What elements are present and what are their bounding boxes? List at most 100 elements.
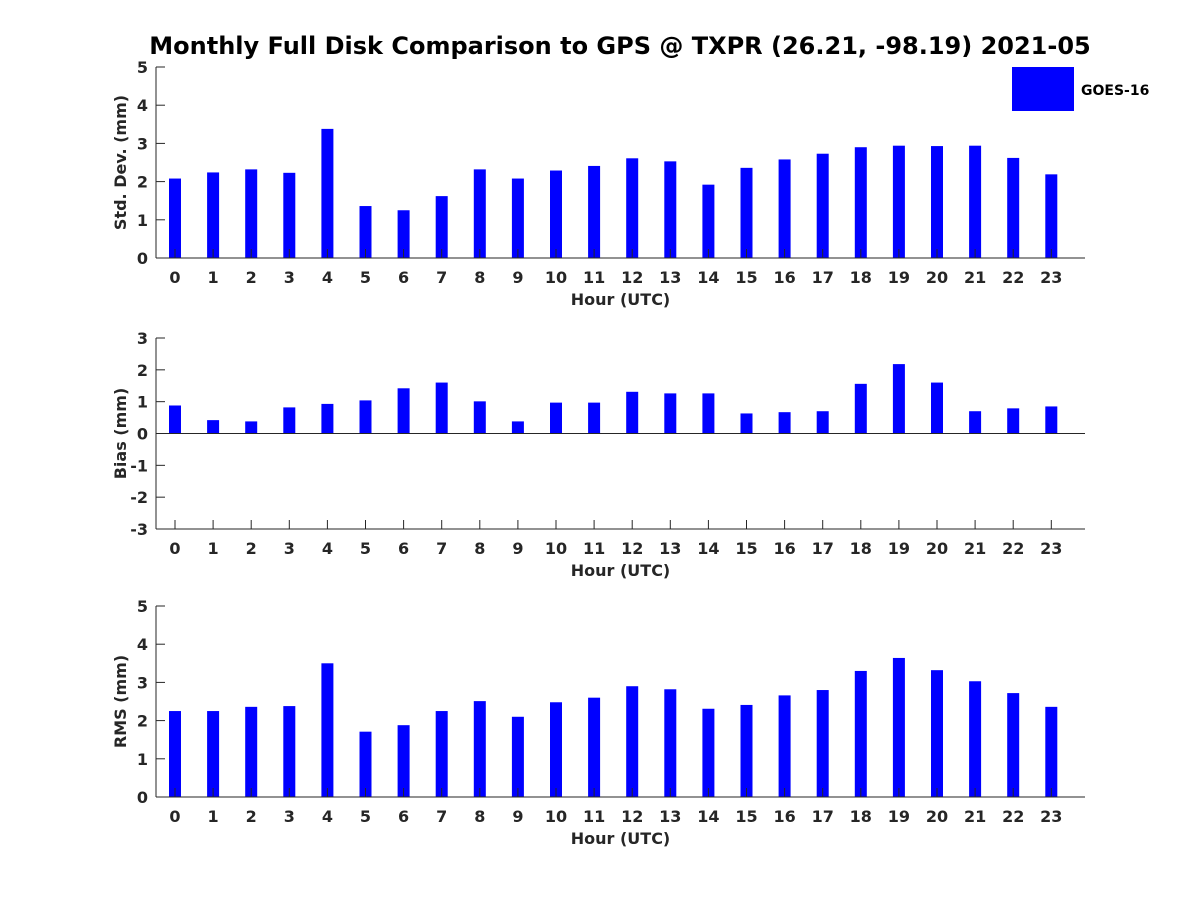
y-tick-label: -1 bbox=[130, 456, 148, 475]
bar-hour-9 bbox=[511, 716, 524, 797]
bar-hour-4 bbox=[321, 403, 334, 434]
x-tick-label: 13 bbox=[659, 807, 681, 826]
x-tick-label: 16 bbox=[773, 268, 795, 287]
x-tick-label: 9 bbox=[512, 807, 523, 826]
x-tick-label: 16 bbox=[773, 807, 795, 826]
x-tick-label: 10 bbox=[545, 807, 567, 826]
y-axis-label: Std. Dev. (mm) bbox=[111, 95, 130, 230]
bar-hour-13 bbox=[664, 161, 677, 258]
bar-hour-20 bbox=[931, 146, 943, 258]
bar-hour-2 bbox=[245, 421, 258, 434]
bar-hour-17 bbox=[816, 690, 829, 797]
bar-hour-17 bbox=[816, 411, 829, 434]
y-tick-label: 3 bbox=[137, 134, 148, 153]
bar-hour-20 bbox=[931, 382, 943, 434]
bar-hour-12 bbox=[626, 158, 639, 258]
bar-hour-16 bbox=[778, 159, 791, 258]
bar-hour-4 bbox=[321, 128, 334, 258]
bar-hour-8 bbox=[473, 401, 486, 434]
bar-hour-2 bbox=[245, 169, 258, 258]
y-tick-label: 5 bbox=[137, 58, 148, 77]
bar-hour-3 bbox=[283, 172, 296, 258]
x-tick-label: 19 bbox=[888, 268, 910, 287]
x-tick-label: 18 bbox=[850, 539, 872, 558]
bar-hour-22 bbox=[1007, 157, 1020, 258]
bar-hour-9 bbox=[511, 178, 524, 258]
x-tick-label: 0 bbox=[169, 268, 180, 287]
x-tick-label: 6 bbox=[398, 268, 409, 287]
bar-hour-20 bbox=[931, 670, 943, 797]
x-tick-label: 1 bbox=[208, 539, 219, 558]
x-tick-label: 5 bbox=[360, 539, 371, 558]
x-tick-label: 3 bbox=[284, 807, 295, 826]
x-tick-label: 20 bbox=[926, 268, 948, 287]
bar-hour-13 bbox=[664, 689, 677, 797]
y-tick-label: 2 bbox=[137, 712, 148, 731]
x-tick-label: 23 bbox=[1040, 539, 1062, 558]
bar-hour-8 bbox=[473, 169, 486, 258]
x-tick-label: 9 bbox=[512, 268, 523, 287]
bar-hour-11 bbox=[588, 402, 601, 434]
bar-hour-10 bbox=[550, 702, 562, 797]
y-tick-label: 1 bbox=[137, 211, 148, 230]
x-tick-label: 20 bbox=[926, 807, 948, 826]
bar-hour-5 bbox=[359, 731, 372, 797]
bar-hour-7 bbox=[435, 711, 448, 797]
bar-hour-0 bbox=[169, 711, 181, 797]
bar-hour-15 bbox=[740, 704, 753, 797]
x-tick-label: 20 bbox=[926, 539, 948, 558]
bar-hour-23 bbox=[1045, 406, 1058, 434]
x-tick-label: 3 bbox=[284, 268, 295, 287]
x-tick-label: 21 bbox=[964, 268, 986, 287]
x-tick-label: 0 bbox=[169, 539, 180, 558]
y-tick-label: 0 bbox=[137, 425, 148, 444]
bar-hour-22 bbox=[1007, 408, 1020, 434]
x-tick-label: 17 bbox=[812, 268, 834, 287]
x-tick-label: 2 bbox=[246, 539, 257, 558]
y-tick-label: 3 bbox=[137, 673, 148, 692]
bar-hour-0 bbox=[169, 178, 181, 258]
x-tick-label: 5 bbox=[360, 268, 371, 287]
y-tick-label: 1 bbox=[137, 393, 148, 412]
x-tick-label: 7 bbox=[436, 268, 447, 287]
x-tick-label: 14 bbox=[697, 807, 719, 826]
bar-hour-14 bbox=[702, 708, 715, 797]
x-tick-label: 13 bbox=[659, 539, 681, 558]
bar-hour-12 bbox=[626, 686, 639, 797]
bar-hour-16 bbox=[778, 412, 791, 434]
x-tick-label: 14 bbox=[697, 539, 719, 558]
x-tick-label: 4 bbox=[322, 807, 333, 826]
x-tick-label: 4 bbox=[322, 539, 333, 558]
x-tick-label: 1 bbox=[208, 807, 219, 826]
x-tick-label: 18 bbox=[850, 807, 872, 826]
x-tick-label: 12 bbox=[621, 539, 643, 558]
y-axis-label: Bias (mm) bbox=[111, 388, 130, 480]
y-tick-label: 1 bbox=[137, 750, 148, 769]
y-tick-label: 0 bbox=[137, 788, 148, 807]
x-tick-label: 8 bbox=[474, 539, 485, 558]
x-tick-label: 7 bbox=[436, 539, 447, 558]
bar-hour-11 bbox=[588, 697, 601, 797]
x-tick-label: 6 bbox=[398, 539, 409, 558]
x-tick-label: 11 bbox=[583, 268, 605, 287]
bar-hour-18 bbox=[854, 670, 867, 797]
bar-hour-10 bbox=[550, 170, 562, 258]
x-tick-label: 12 bbox=[621, 268, 643, 287]
bar-hour-7 bbox=[435, 196, 448, 258]
x-tick-label: 23 bbox=[1040, 268, 1062, 287]
y-tick-label: 4 bbox=[137, 96, 148, 115]
bar-hour-1 bbox=[207, 420, 220, 434]
bar-hour-9 bbox=[511, 421, 524, 434]
x-tick-label: 4 bbox=[322, 268, 333, 287]
bar-hour-5 bbox=[359, 206, 372, 258]
bar-hour-0 bbox=[169, 405, 181, 434]
bar-hour-13 bbox=[664, 393, 677, 434]
bar-hour-18 bbox=[854, 383, 867, 434]
x-tick-label: 7 bbox=[436, 807, 447, 826]
bar-hour-22 bbox=[1007, 693, 1020, 797]
